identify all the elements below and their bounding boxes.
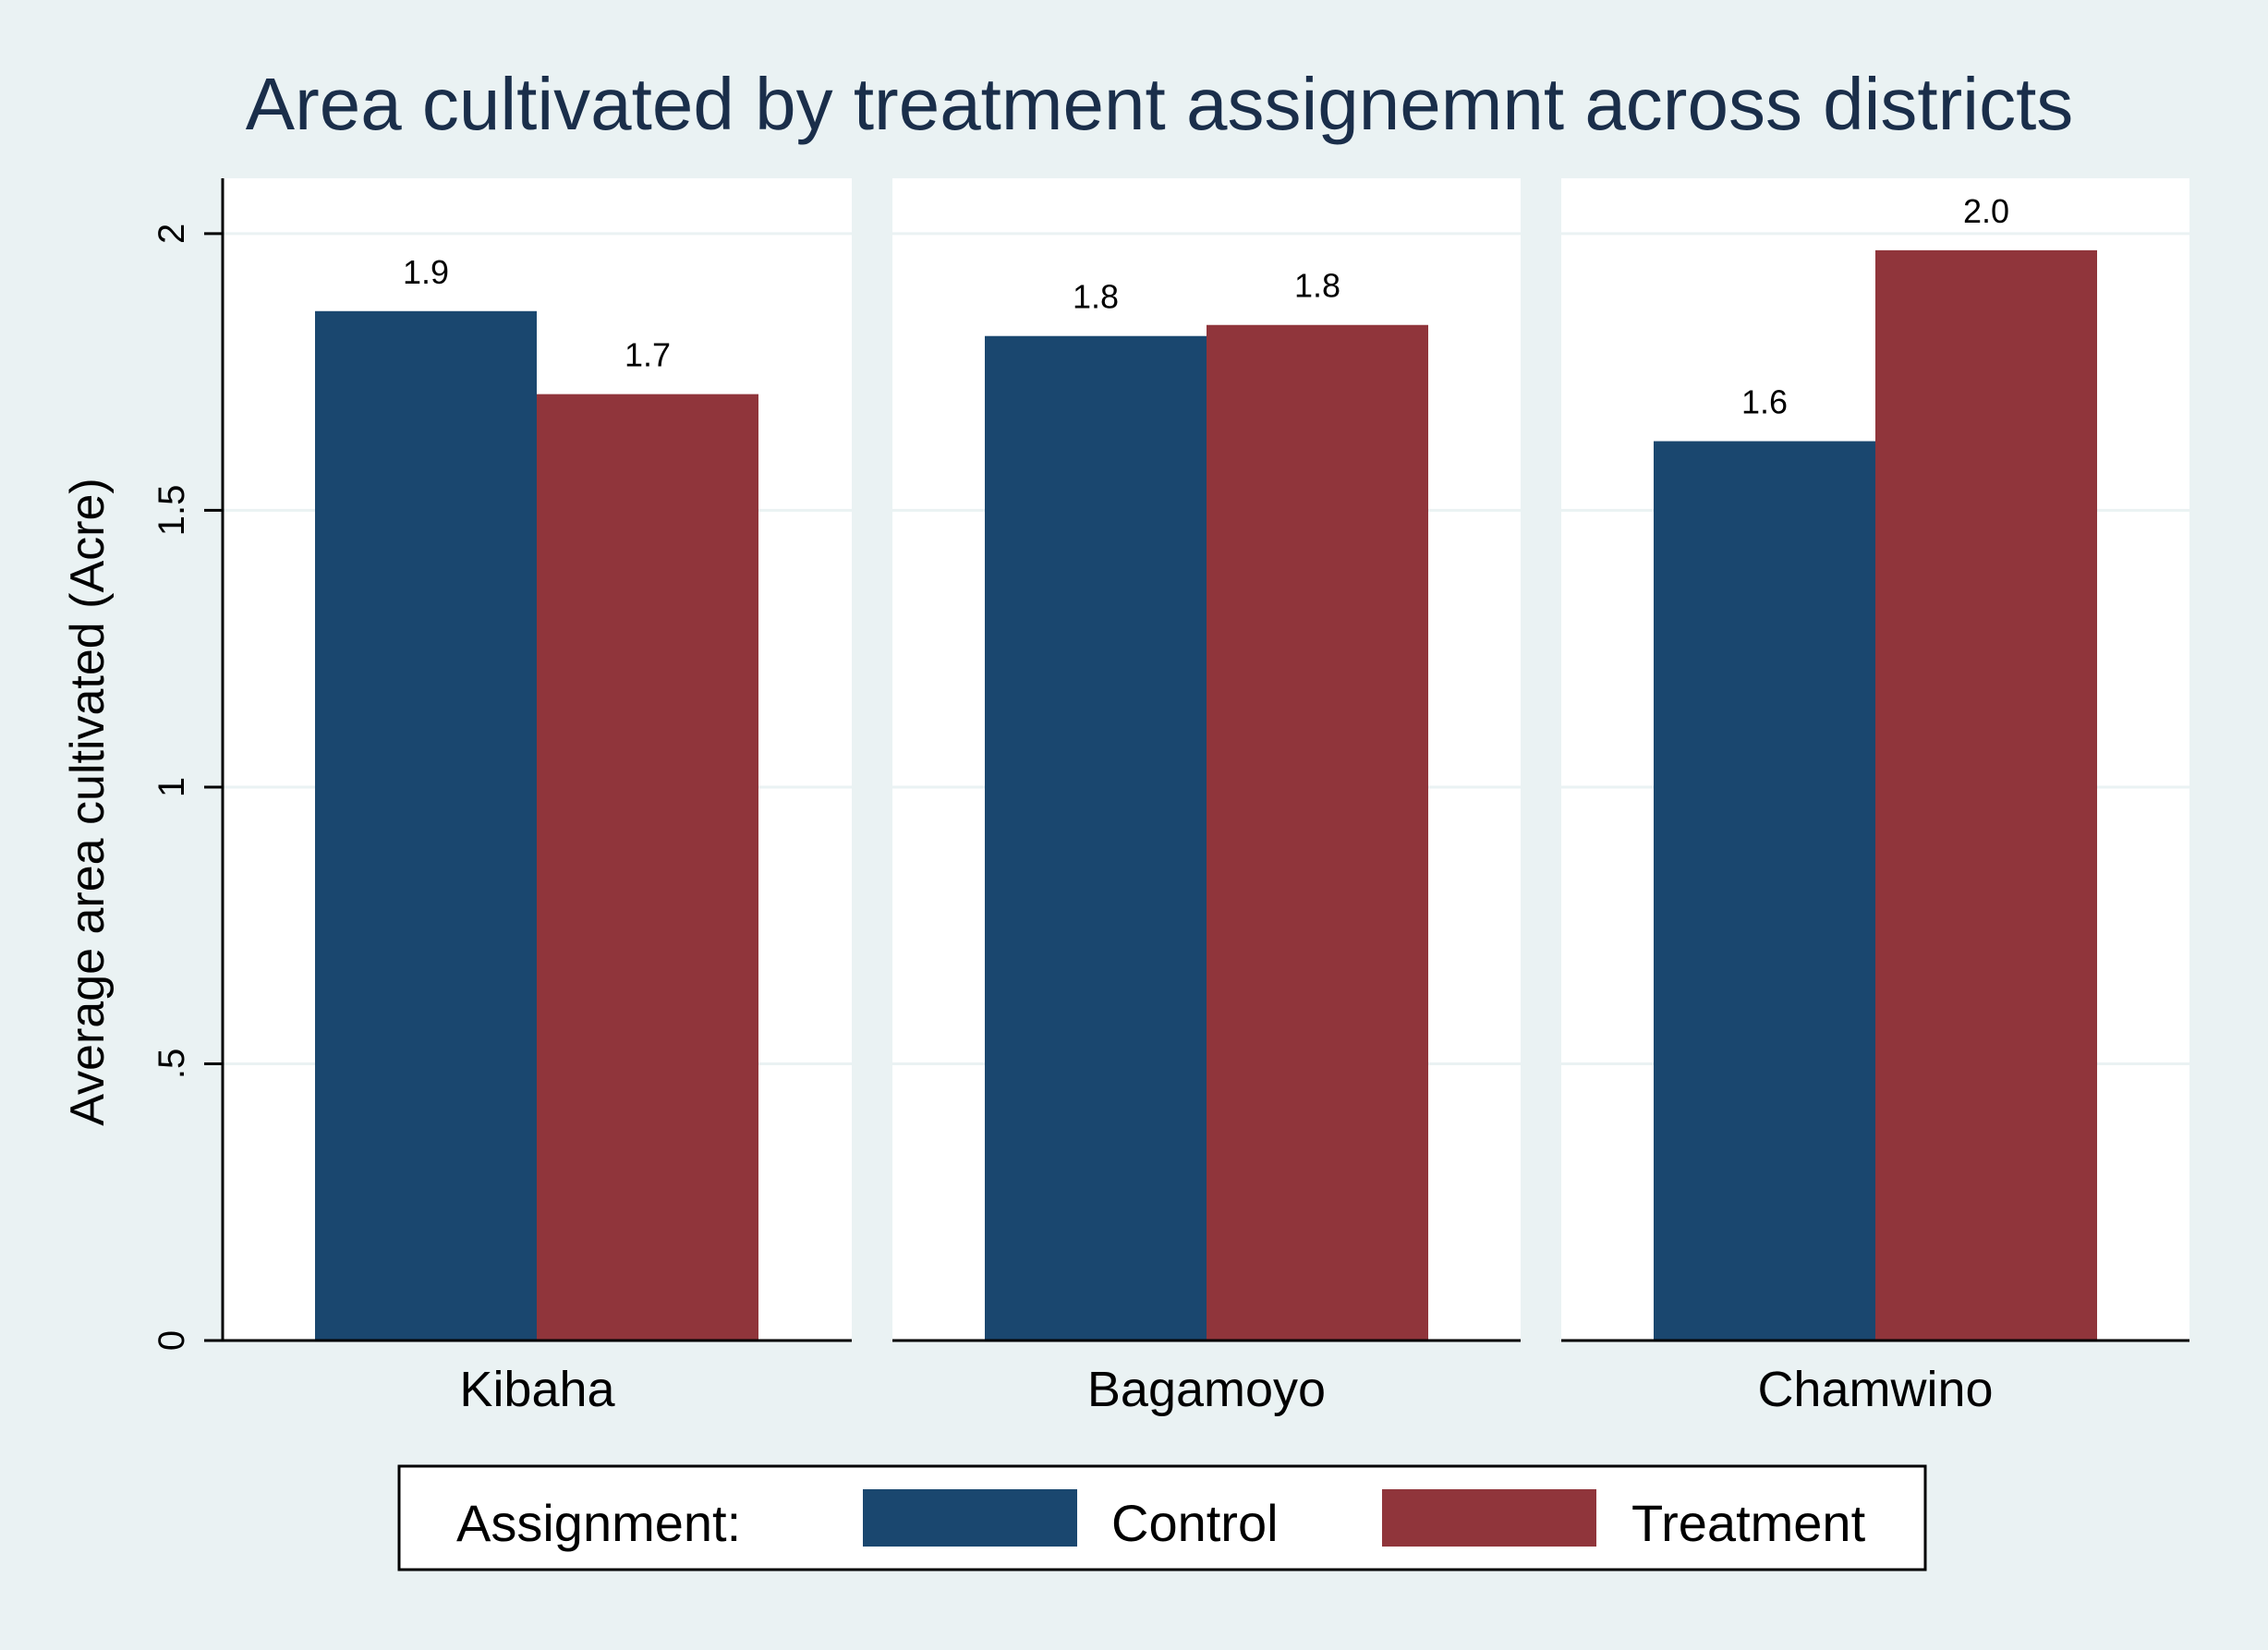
legend-label-control: Control — [1111, 1494, 1279, 1552]
bar — [985, 335, 1207, 1341]
data-label: 1.8 — [1294, 267, 1340, 305]
legend-box — [397, 1464, 1927, 1571]
y-tick-label: 1 — [152, 777, 192, 797]
legend-swatch-treatment — [1382, 1489, 1596, 1547]
legend-swatch-control — [863, 1489, 1077, 1547]
bar — [537, 394, 758, 1341]
data-label: 1.8 — [1073, 278, 1119, 316]
bar — [1875, 249, 2097, 1341]
legend-title: Assignment: — [456, 1494, 741, 1552]
y-tick-label: 2 — [152, 224, 192, 244]
data-label: 1.6 — [1741, 383, 1788, 421]
data-label: 1.9 — [403, 253, 449, 291]
bar — [315, 310, 537, 1341]
legend: Assignment: Control Treatment — [397, 1464, 1927, 1571]
bar — [1654, 441, 1875, 1341]
y-tick-label: 0 — [152, 1330, 192, 1351]
plot-layer: 1.9 1.7 Kibaha 1.8 1.8 Bagamoyo 1.6 2.0 Chamwino… — [152, 178, 2189, 1417]
bar — [1207, 324, 1428, 1341]
data-label: 2.0 — [1963, 192, 2009, 230]
x-category-label: Bagamoyo — [1087, 1362, 1326, 1417]
legend-label-treatment: Treatment — [1631, 1494, 1866, 1552]
x-category-label: Kibaha — [459, 1362, 615, 1417]
chart-title: Area cultivated by treatment assignemnt … — [246, 63, 2074, 145]
y-tick-label: 1.5 — [152, 485, 192, 537]
y-tick-label: .5 — [152, 1049, 192, 1079]
y-axis-label: Average area cultivated (Acre) — [61, 478, 115, 1125]
data-label: 1.7 — [625, 336, 671, 374]
x-category-label: Chamwino — [1757, 1362, 1993, 1417]
